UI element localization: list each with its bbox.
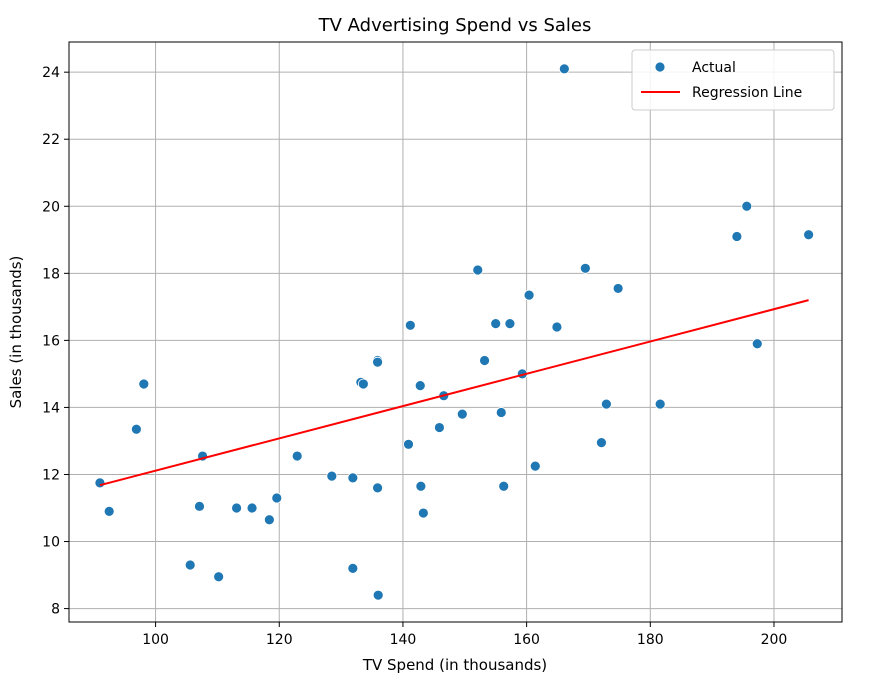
data-point — [372, 356, 383, 368]
data-point — [372, 482, 383, 494]
data-point — [347, 562, 359, 574]
data-point — [504, 318, 516, 330]
x-tick-label: 180 — [637, 632, 664, 648]
data-point — [194, 500, 205, 512]
data-point — [291, 450, 303, 462]
data-point — [495, 407, 507, 418]
data-point — [803, 229, 815, 241]
ticks-layer: 100 120 140 160 180 200 8 10 12 14 16 18 20 22 24 — [42, 65, 787, 648]
data-point — [498, 480, 510, 492]
data-point — [654, 398, 666, 410]
legend-actual-marker — [654, 61, 666, 73]
data-point — [138, 378, 150, 390]
legend-actual-label: Actual — [692, 60, 736, 76]
data-point — [751, 338, 763, 350]
data-point — [231, 502, 242, 514]
data-point — [741, 200, 753, 212]
data-point — [612, 283, 624, 294]
x-tick-label: 140 — [390, 632, 417, 648]
data-point — [246, 502, 258, 514]
x-axis-title: TV Spend (in thousands) — [362, 656, 547, 674]
x-tick-label: 160 — [513, 632, 540, 648]
data-point — [414, 380, 426, 392]
data-point — [579, 262, 591, 274]
legend-regression-label: Regression Line — [692, 85, 802, 101]
x-tick-label: 200 — [761, 632, 788, 648]
plot-frame — [68, 41, 843, 623]
regression-line — [99, 299, 809, 487]
data-point — [372, 589, 384, 601]
data-point — [94, 477, 106, 489]
data-point — [600, 398, 612, 410]
data-point — [731, 231, 743, 242]
y-axis-title: Sales (in thousands) — [7, 256, 25, 409]
y-tick-label: 24 — [42, 65, 60, 81]
data-point — [417, 507, 429, 519]
y-tick-label: 22 — [42, 132, 60, 148]
legend-box — [631, 49, 835, 111]
data-point — [213, 571, 225, 583]
data-point — [415, 480, 427, 492]
data-point — [558, 63, 570, 75]
data-point — [103, 505, 115, 517]
data-point — [357, 378, 369, 390]
data-point — [271, 492, 283, 504]
data-point — [490, 318, 502, 330]
data-point — [326, 470, 338, 482]
legend: Actual Regression Line — [631, 49, 835, 111]
y-tick-label: 10 — [42, 535, 60, 551]
y-tick-label: 20 — [42, 199, 60, 215]
data-point — [184, 559, 196, 571]
y-tick-label: 14 — [42, 400, 60, 416]
data-point — [472, 264, 484, 276]
series-layer — [94, 63, 815, 601]
data-point — [263, 514, 275, 526]
data-point — [347, 472, 359, 484]
grid-layer — [69, 42, 842, 622]
y-tick-label: 16 — [42, 333, 60, 349]
data-point — [529, 460, 541, 472]
y-tick-label: 8 — [51, 602, 60, 618]
x-tick-label: 100 — [142, 632, 169, 648]
data-point — [551, 321, 563, 333]
y-tick-label: 12 — [42, 467, 60, 483]
data-point — [404, 319, 416, 331]
data-point — [479, 355, 490, 366]
data-point — [456, 408, 468, 420]
x-tick-label: 120 — [266, 632, 293, 648]
data-point — [403, 438, 414, 450]
chart-title: TV Advertising Spend vs Sales — [318, 15, 592, 36]
y-tick-label: 18 — [42, 266, 60, 282]
data-point — [523, 289, 535, 301]
data-point — [434, 422, 445, 433]
data-point — [596, 437, 607, 449]
data-point — [131, 423, 142, 435]
